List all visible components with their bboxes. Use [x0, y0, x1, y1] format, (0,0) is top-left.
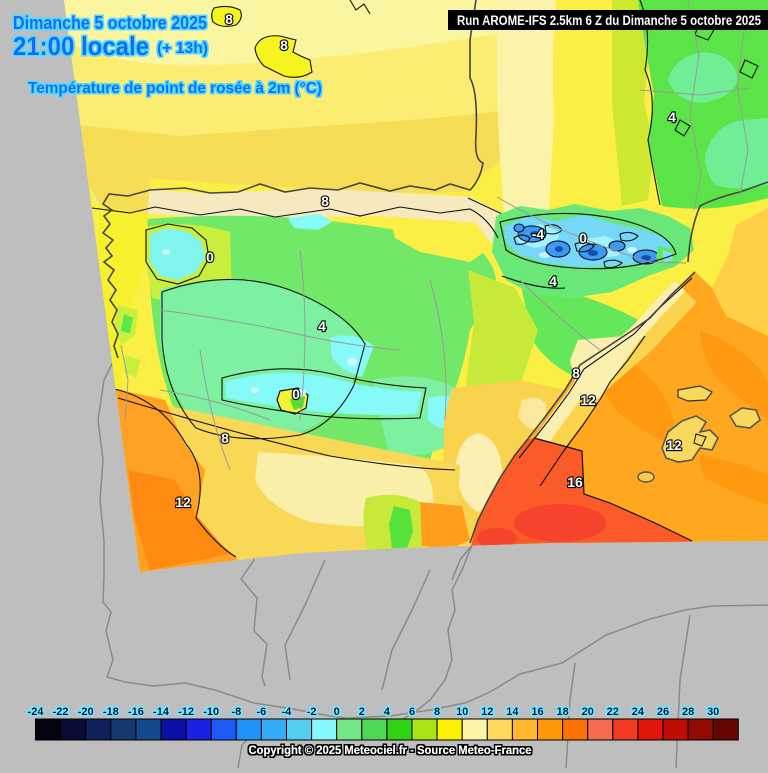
svg-text:-4: -4	[282, 706, 293, 718]
svg-text:20: 20	[582, 706, 594, 718]
svg-text:-18: -18	[103, 706, 119, 718]
svg-text:0: 0	[292, 386, 300, 402]
svg-text:12: 12	[580, 392, 596, 408]
svg-text:-6: -6	[257, 706, 267, 718]
svg-text:Dimanche 5 octobre 2025: Dimanche 5 octobre 2025	[13, 13, 207, 33]
svg-text:10: 10	[456, 706, 468, 718]
svg-text:8: 8	[434, 706, 440, 718]
svg-text:22: 22	[607, 706, 619, 718]
svg-text:Run AROME-IFS 2.5km 6 Z du Dim: Run AROME-IFS 2.5km 6 Z du Dimanche 5 oc…	[457, 13, 761, 28]
svg-text:28: 28	[682, 706, 694, 718]
svg-text:-12: -12	[178, 706, 194, 718]
svg-text:-4: -4	[532, 226, 545, 242]
svg-text:14: 14	[506, 706, 519, 718]
svg-text:-24: -24	[28, 706, 45, 718]
svg-text:16: 16	[567, 474, 583, 490]
svg-text:26: 26	[657, 706, 669, 718]
svg-text:-16: -16	[128, 706, 144, 718]
svg-text:4: 4	[384, 706, 391, 718]
svg-text:12: 12	[666, 437, 682, 453]
svg-text:8: 8	[280, 37, 288, 53]
svg-text:8: 8	[321, 193, 329, 209]
svg-text:12: 12	[481, 706, 493, 718]
svg-text:-22: -22	[53, 706, 69, 718]
svg-text:8: 8	[225, 11, 233, 27]
svg-text:24: 24	[632, 706, 645, 718]
svg-text:30: 30	[707, 706, 719, 718]
svg-text:0: 0	[334, 706, 340, 718]
svg-text:16: 16	[531, 706, 543, 718]
svg-text:6: 6	[409, 706, 415, 718]
svg-text:-2: -2	[307, 706, 317, 718]
svg-text:-20: -20	[78, 706, 94, 718]
svg-text:12: 12	[175, 494, 191, 510]
svg-text:0: 0	[206, 249, 214, 265]
svg-text:8: 8	[221, 430, 229, 446]
svg-text:4: 4	[549, 273, 557, 289]
svg-text:18: 18	[556, 706, 568, 718]
svg-text:-10: -10	[203, 706, 219, 718]
svg-text:21:00 locale: 21:00 locale	[13, 31, 149, 61]
svg-text:4: 4	[318, 318, 326, 334]
svg-text:-8: -8	[231, 706, 241, 718]
svg-text:(+ 13h): (+ 13h)	[157, 40, 208, 57]
svg-text:2: 2	[359, 706, 365, 718]
svg-text:-14: -14	[153, 706, 170, 718]
svg-text:4: 4	[668, 109, 676, 125]
svg-text:Température de point de rosée: Température de point de rosée à 2m (°C)	[28, 80, 322, 97]
svg-text:0: 0	[579, 230, 587, 246]
svg-text:Copyright © 2025 Meteociel.fr: Copyright © 2025 Meteociel.fr - Source M…	[249, 743, 532, 757]
svg-text:8: 8	[572, 365, 580, 381]
